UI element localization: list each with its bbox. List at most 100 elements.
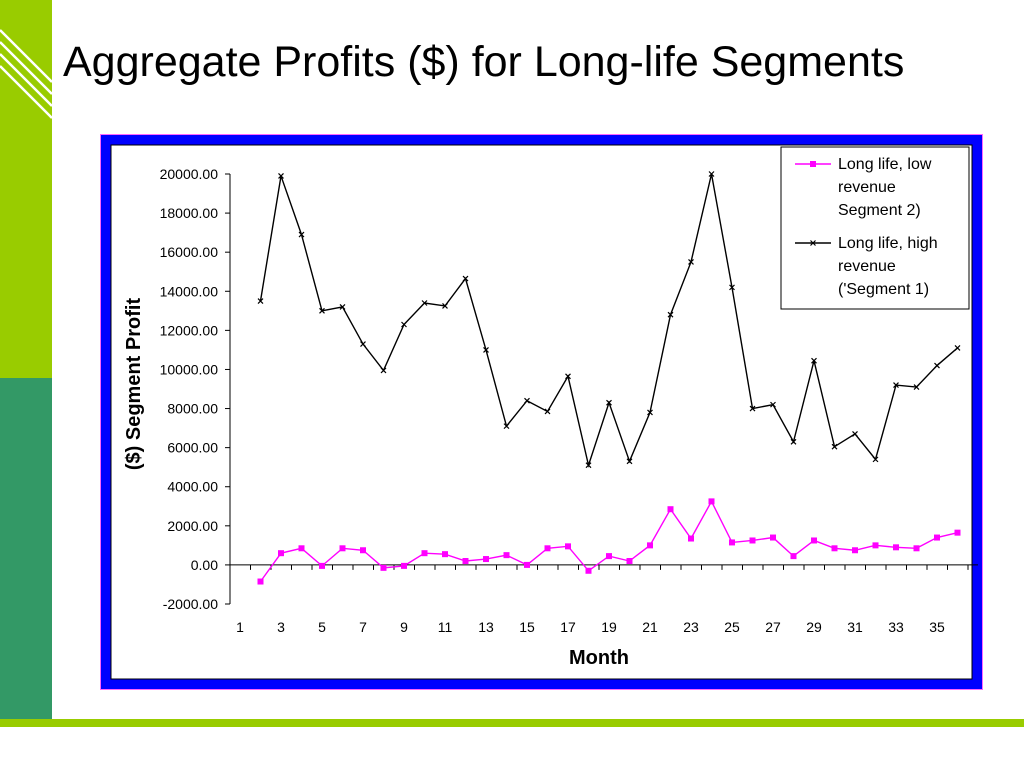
x-tick-label: 31 (847, 619, 863, 635)
data-point (380, 367, 387, 374)
y-tick-label: 18000.00 (160, 205, 219, 221)
data-point (298, 231, 305, 238)
data-point (667, 506, 674, 513)
data-point (770, 534, 776, 541)
data-point (380, 564, 387, 571)
data-point (708, 171, 715, 177)
y-tick-label: 16000.00 (160, 244, 219, 260)
x-axis-title: Month (569, 647, 629, 669)
x-tick-label: 13 (478, 619, 494, 635)
data-point (585, 462, 592, 469)
data-point (934, 362, 940, 369)
data-point (585, 567, 592, 574)
y-axis: 20000.00 18000.00 16000.00 14000.00 12000.00… (160, 166, 231, 612)
data-point (688, 535, 694, 542)
data-point (647, 409, 653, 416)
legend-swatch-marker (810, 161, 816, 167)
data-point (257, 578, 264, 585)
data-point (298, 545, 305, 552)
data-point (503, 552, 510, 559)
bottom-accent-bar (0, 719, 1024, 727)
slide-title: Aggregate Profits ($) for Long-life Segm… (63, 38, 905, 86)
data-point (749, 405, 756, 412)
data-point (626, 458, 633, 465)
data-point (790, 553, 797, 560)
data-point (913, 384, 920, 390)
data-point (524, 561, 530, 568)
data-point (360, 547, 366, 554)
data-point (565, 543, 571, 550)
y-tick-label: 10000.00 (160, 361, 219, 377)
x-axis: 1 3 5 7 9 11 13 15 17 19 21 23 25 27 29 31 33 35 (229, 564, 978, 635)
x-tick-label: 9 (400, 619, 408, 635)
data-point (442, 303, 448, 309)
data-point (360, 341, 366, 347)
data-point (339, 545, 346, 552)
y-tick-label: 12000.00 (160, 322, 219, 338)
legend-label: Long life, high (838, 235, 938, 252)
data-point (770, 401, 776, 408)
x-tick-label: 17 (560, 619, 576, 635)
x-tick-label: 5 (318, 619, 326, 635)
data-point (257, 298, 264, 304)
data-point (954, 529, 961, 536)
series-1 (257, 498, 961, 585)
data-point (319, 307, 325, 314)
x-tick-label: 33 (888, 619, 904, 635)
data-point (565, 373, 571, 380)
data-point (913, 545, 920, 552)
data-point (626, 558, 633, 564)
y-tick-label: 20000.00 (160, 166, 219, 182)
data-point (708, 498, 715, 505)
y-tick-label: 14000.00 (160, 283, 219, 299)
data-point (544, 545, 551, 552)
data-point (606, 553, 612, 560)
data-point (934, 534, 940, 541)
y-tick-label: 4000.00 (167, 479, 218, 495)
legend-entry: Long life, high revenue ('Segment 1) (795, 235, 938, 298)
legend-label: Segment 2) (838, 202, 921, 219)
y-tick-label: 0.00 (191, 557, 218, 573)
data-point (954, 345, 961, 351)
data-point (688, 259, 694, 265)
legend-entry: Long life, low revenue Segment 2) (795, 156, 932, 219)
x-tick-label: 25 (724, 619, 740, 635)
x-tick-label: 27 (765, 619, 781, 635)
data-point (893, 544, 899, 551)
data-point (401, 562, 407, 569)
series-lines (257, 171, 961, 585)
x-tick-label: 1 (236, 619, 244, 635)
data-point (339, 303, 346, 310)
data-point (872, 542, 879, 549)
data-point (503, 423, 510, 430)
legend-swatch-marker (810, 240, 816, 246)
series-2 (257, 171, 961, 469)
legend-label: Long life, low (838, 156, 932, 173)
data-point (790, 438, 797, 445)
x-tick-label: 23 (683, 619, 699, 635)
data-point (421, 550, 428, 557)
data-point (401, 321, 407, 328)
left-accent-bar-dark-green (0, 378, 52, 720)
data-point (729, 284, 735, 291)
y-tick-label: -2000.00 (163, 596, 218, 612)
data-point (544, 408, 551, 415)
data-point (729, 539, 735, 546)
legend-label: revenue (838, 258, 896, 275)
x-tick-label: 35 (929, 619, 945, 635)
data-point (811, 357, 817, 364)
y-tick-label: 6000.00 (167, 440, 218, 456)
x-tick-label: 21 (642, 619, 658, 635)
data-point (483, 556, 489, 563)
data-point (524, 397, 530, 404)
data-point (872, 456, 879, 463)
data-point (462, 275, 469, 282)
data-point (483, 346, 489, 353)
data-point (831, 443, 838, 450)
data-point (831, 545, 838, 552)
legend-box (780, 146, 970, 310)
x-tick-label: 3 (277, 619, 285, 635)
data-point (852, 547, 858, 554)
data-point (647, 542, 653, 549)
